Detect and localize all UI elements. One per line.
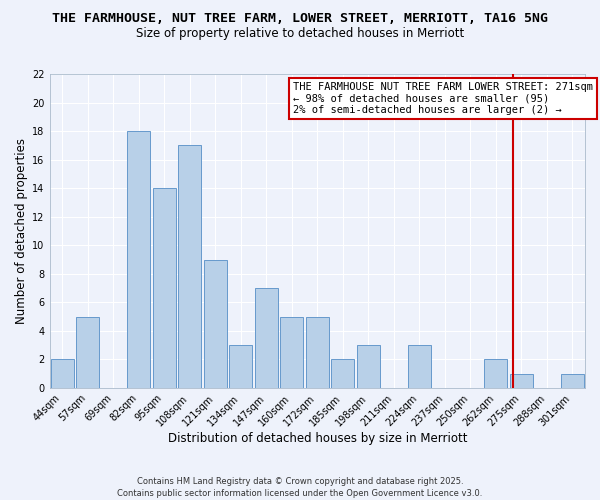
Y-axis label: Number of detached properties: Number of detached properties — [15, 138, 28, 324]
Bar — [178, 146, 201, 388]
Bar — [510, 374, 533, 388]
Text: Contains public sector information licensed under the Open Government Licence v3: Contains public sector information licen… — [118, 489, 482, 498]
X-axis label: Distribution of detached houses by size in Merriott: Distribution of detached houses by size … — [167, 432, 467, 445]
Bar — [51, 360, 74, 388]
Bar — [357, 345, 380, 388]
Text: THE FARMHOUSE NUT TREE FARM LOWER STREET: 271sqm
← 98% of detached houses are sm: THE FARMHOUSE NUT TREE FARM LOWER STREET… — [293, 82, 593, 115]
Bar — [561, 374, 584, 388]
Text: Contains HM Land Registry data © Crown copyright and database right 2025.: Contains HM Land Registry data © Crown c… — [137, 478, 463, 486]
Bar — [76, 316, 99, 388]
Bar — [204, 260, 227, 388]
Bar — [153, 188, 176, 388]
Bar — [229, 345, 252, 388]
Bar — [306, 316, 329, 388]
Text: Size of property relative to detached houses in Merriott: Size of property relative to detached ho… — [136, 28, 464, 40]
Bar — [255, 288, 278, 388]
Bar — [484, 360, 507, 388]
Bar — [127, 131, 150, 388]
Bar — [331, 360, 354, 388]
Text: THE FARMHOUSE, NUT TREE FARM, LOWER STREET, MERRIOTT, TA16 5NG: THE FARMHOUSE, NUT TREE FARM, LOWER STRE… — [52, 12, 548, 26]
Bar — [280, 316, 303, 388]
Bar — [408, 345, 431, 388]
